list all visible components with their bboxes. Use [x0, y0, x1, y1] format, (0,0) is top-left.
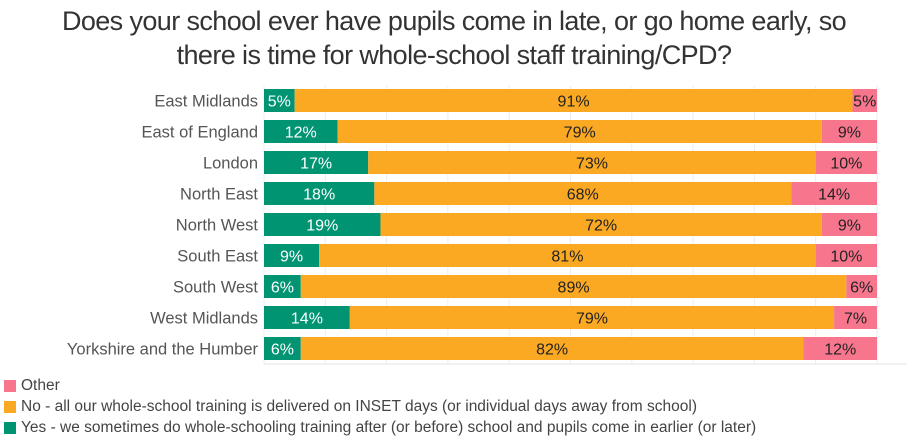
data-label-north-west-series-2: 9%: [838, 218, 861, 235]
bar-east-of-england-series-2: [821, 120, 877, 143]
data-label-north-east-series-1: 68%: [567, 187, 599, 204]
data-label-east-midlands-series-2: 5%: [853, 94, 876, 111]
bar-east-midlands-series-1: [294, 89, 853, 112]
chart-title-line-1: Does your school ever have pupils come i…: [61, 6, 847, 36]
bar-south-east-series-2: [815, 244, 877, 267]
bar-london-series-2: [815, 151, 877, 174]
bar-east-of-england-series-0: [264, 120, 338, 143]
bar-yorkshire-and-the-humber-series-1: [300, 337, 804, 360]
category-label-east-midlands: East Midlands: [154, 93, 258, 111]
data-label-yorkshire-and-the-humber-series-0: 6%: [271, 342, 294, 359]
data-label-yorkshire-and-the-humber-series-2: 12%: [824, 342, 856, 359]
chart-title-line-2: there is time for whole-school staff tra…: [176, 40, 732, 70]
data-label-east-midlands-series-1: 91%: [558, 94, 590, 111]
bar-south-west-series-2: [846, 275, 877, 298]
data-label-west-midlands-series-0: 14%: [291, 311, 323, 328]
data-label-south-east-series-0: 9%: [280, 249, 303, 266]
legend-label-other: Other: [21, 376, 60, 394]
data-label-south-east-series-1: 81%: [551, 249, 583, 266]
category-label-west-midlands: West Midlands: [150, 310, 258, 328]
category-label-north-east: North East: [180, 186, 258, 204]
chart-title: Does your school ever have pupils come i…: [0, 4, 908, 72]
category-label-south-east: South East: [177, 248, 258, 266]
bar-south-west-series-0: [264, 275, 301, 298]
bar-north-east-series-2: [791, 182, 877, 205]
category-label-yorkshire-and-the-humber: Yorkshire and the Humber: [67, 341, 259, 359]
data-label-london-series-2: 10%: [830, 156, 862, 173]
bar-west-midlands-series-0: [264, 306, 350, 329]
bar-south-east-series-1: [319, 244, 816, 267]
category-label-london: London: [203, 155, 258, 173]
bar-north-west-series-1: [380, 213, 822, 236]
bar-east-of-england-series-1: [337, 120, 822, 143]
bar-south-east-series-0: [264, 244, 320, 267]
bar-west-midlands-series-1: [349, 306, 835, 329]
legend-item-other[interactable]: Other: [4, 375, 756, 396]
legend-swatch-yes: [4, 421, 16, 434]
legend-item-no[interactable]: No - all our whole-school training is de…: [4, 396, 756, 417]
category-label-east-of-england: East of England: [142, 124, 259, 142]
data-label-south-east-series-2: 10%: [830, 249, 862, 266]
legend-label-yes: Yes - we sometimes do whole-schooling tr…: [21, 418, 757, 436]
category-label-north-west: North West: [176, 217, 259, 235]
data-label-west-midlands-series-1: 79%: [576, 311, 608, 328]
bar-north-west-series-0: [264, 213, 381, 236]
data-label-south-west-series-1: 89%: [558, 280, 590, 297]
legend-swatch-no: [4, 400, 16, 413]
bar-yorkshire-and-the-humber-series-0: [264, 337, 301, 360]
data-label-west-midlands-series-2: 7%: [844, 311, 867, 328]
data-label-east-midlands-series-0: 5%: [268, 94, 291, 111]
data-label-east-of-england-series-2: 9%: [838, 125, 861, 142]
legend-label-no: No - all our whole-school training is de…: [21, 397, 697, 415]
data-label-east-of-england-series-0: 12%: [285, 125, 317, 142]
legend-item-yes[interactable]: Yes - we sometimes do whole-schooling tr…: [4, 417, 756, 438]
data-label-east-of-england-series-1: 79%: [564, 125, 596, 142]
data-label-north-east-series-2: 14%: [818, 187, 850, 204]
bar-west-midlands-series-2: [834, 306, 877, 329]
data-label-london-series-0: 17%: [300, 156, 332, 173]
bar-london-series-0: [264, 151, 369, 174]
bar-east-midlands-series-2: [852, 89, 877, 112]
bar-east-midlands-series-0: [264, 89, 295, 112]
bar-yorkshire-and-the-humber-series-2: [803, 337, 877, 360]
bar-north-west-series-2: [821, 213, 877, 236]
data-label-north-east-series-0: 18%: [303, 187, 335, 204]
category-label-south-west: South West: [173, 279, 258, 297]
data-label-north-west-series-1: 72%: [585, 218, 617, 235]
data-label-london-series-1: 73%: [576, 156, 608, 173]
bar-london-series-1: [368, 151, 816, 174]
data-label-south-west-series-0: 6%: [271, 280, 294, 297]
data-label-yorkshire-and-the-humber-series-1: 82%: [536, 342, 568, 359]
legend: Other No - all our whole-school training…: [4, 375, 756, 438]
bar-south-west-series-1: [300, 275, 847, 298]
bar-north-east-series-1: [374, 182, 792, 205]
data-label-south-west-series-2: 6%: [850, 280, 873, 297]
bar-north-east-series-0: [264, 182, 375, 205]
data-label-north-west-series-0: 19%: [306, 218, 338, 235]
legend-swatch-other: [4, 379, 16, 392]
